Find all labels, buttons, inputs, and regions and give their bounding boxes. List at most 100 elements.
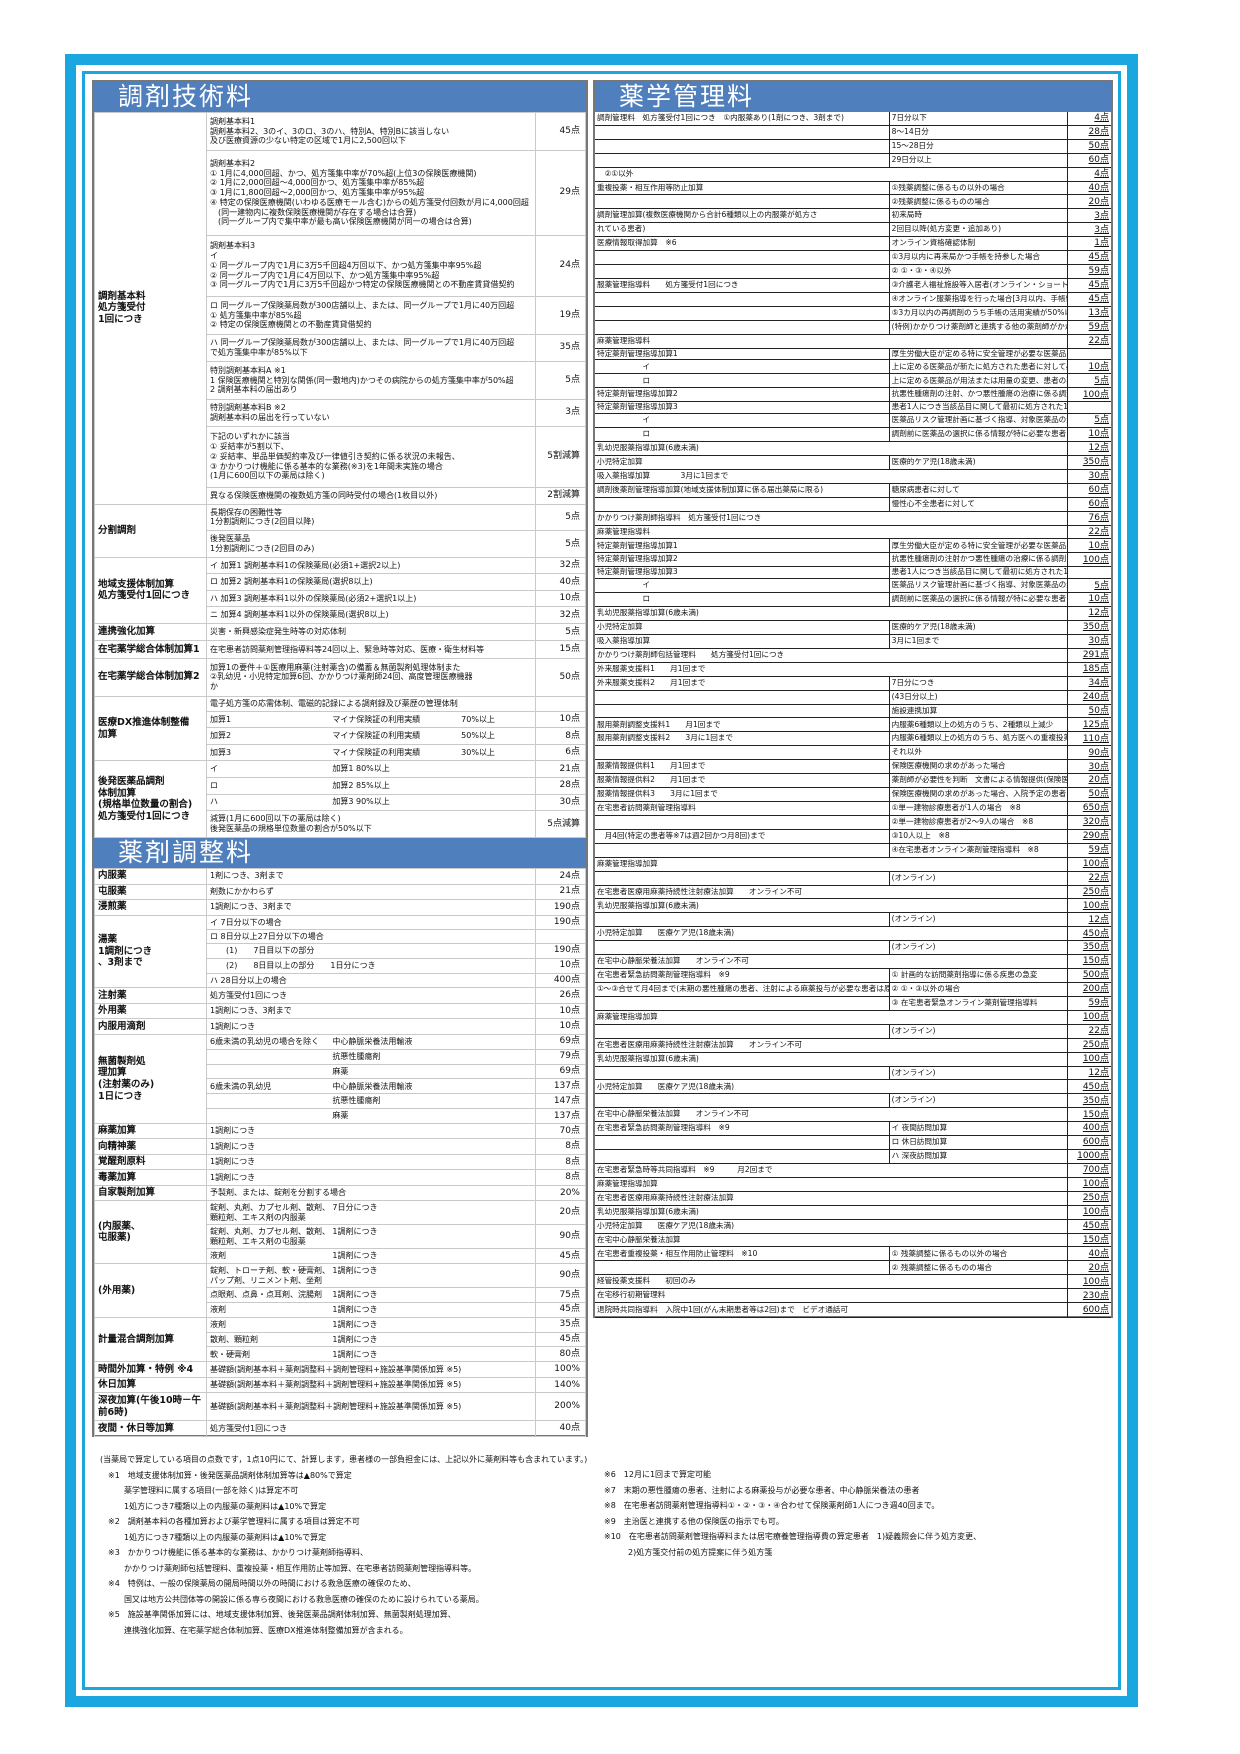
item-subcell: 1調剤につき xyxy=(332,1349,378,1359)
item-points: 450点 xyxy=(1066,1079,1111,1095)
item-description: 減算(1月に600回以下の薬局は除く) 後発医薬品の規格単位数量の割合が50%以… xyxy=(206,810,536,838)
item-condition: ロ 休日訪問加算 xyxy=(888,1135,1067,1151)
table-row: それ以外 90点 xyxy=(595,745,1111,761)
item-condition: 内服薬6種類以上の処方のうち、処方医への重複投薬等の解消提案を行った場合 重複投… xyxy=(888,731,1067,747)
item-subcell: マイナ保険証の利用実績 xyxy=(332,731,421,741)
item-points: 190点 xyxy=(535,899,586,916)
item-condition: 調剤前に医薬品の選択に係る情報が特に必要な患者に説明および指導を行った場合 ・長… xyxy=(888,592,1067,608)
item-points: 137点 xyxy=(535,1108,586,1124)
item-points: 185点 xyxy=(1066,662,1111,677)
item-points: 100% xyxy=(535,1361,586,1378)
table-row: 内服薬 1剤につき、3剤まで 24点 xyxy=(94,868,586,885)
item-description: 1調剤につき xyxy=(206,1154,536,1171)
table-row: (オンライン) 12点 xyxy=(595,912,1111,928)
item-points: 250点 xyxy=(1066,1191,1111,1206)
category-label: 無菌製剤処 理加算 (注射薬のみ) 1日につき xyxy=(94,1033,207,1124)
item-condition: 2回目以降(処方変更・追加あり) xyxy=(888,222,1067,238)
item-description: ハ 同一グループ保険薬局数が300店舗以上、または、同一グループで1月に40万回… xyxy=(206,334,536,362)
table-row: 外用薬 1調剤につき、3剤まで 10点 xyxy=(94,1002,586,1020)
item-points: 40点 xyxy=(535,1420,586,1437)
item-subcell: 軟・硬膏剤 xyxy=(210,1349,250,1359)
table-row: 点眼剤、点鼻・点耳剤、浣腸剤 1調剤につき 75点 xyxy=(95,1287,586,1303)
item-points: 45点 xyxy=(535,1301,586,1318)
table-row: 麻薬管理指導加算 100点 xyxy=(595,1177,1111,1192)
table-row: 注射薬 処方箋受付1回につき 26点 xyxy=(94,987,586,1004)
item-points: 32点 xyxy=(535,606,586,625)
item-condition: 内服薬6種類以上の処方のうち、2種類以上減少 xyxy=(888,717,1067,733)
item-points: 45点 xyxy=(1066,292,1111,307)
table-row: 調剤管理料 処方箋受付1回につき ①内服薬あり(1剤につき、3剤まで) 7日分以下… xyxy=(595,112,1111,126)
item-condition: 厚生労働大臣が定める特に安全管理が必要な医薬品 xyxy=(888,348,1067,361)
item-description: 抗悪性腫瘍剤 xyxy=(206,1093,536,1110)
item-points: 29点 xyxy=(535,150,586,236)
item-condition: ② ①・③・④以外 xyxy=(888,264,1067,279)
item-condition: (オンライン) xyxy=(888,871,1067,886)
item-description: 調剤基本料3 イ ① 同一グループ内で1月に3万5千回超4万回以下、かつ処方箋集… xyxy=(206,234,536,297)
item-points: 400点 xyxy=(1066,1121,1111,1137)
item-points: 150点 xyxy=(1066,1107,1111,1123)
table-row: 下記のいずれかに該当 ① 妥結率が5割以下、 ② 妥結率、単品単価契約率及び一律… xyxy=(95,425,586,488)
table-row: ② ①・③・④以外 59点 xyxy=(595,264,1111,279)
item-description: 電子処方箋の応需体制、電磁的記録による調剤録及び薬歴の管理体制 xyxy=(206,695,536,712)
item-points: 80点 xyxy=(535,1346,586,1363)
table-row: 在宅患者緊急時等共同指導料 ※9 月2回まで 700点 xyxy=(595,1163,1111,1178)
item-condition: 患者1人につき当該品目に関して最初に処方された1回に限り xyxy=(888,401,1067,415)
item-points: 150点 xyxy=(1066,1233,1111,1248)
table-row: 休日加算 基礎額(調剤基本料＋薬剤調整料＋調剤管理料+施設基準関係加算 ※5) 14… xyxy=(94,1376,586,1394)
table-row: 特定薬剤管理指導加算3患者1人につき当該品目に関して最初に処方された1回に限り xyxy=(595,401,1111,415)
footnotes-left: (当薬局で算定している項目の点数です，1点10円にて、計算します，患者様の一部負… xyxy=(100,1455,588,1635)
table-row: イ上に定める医薬品が新たに処方された患者に対して必要な指導を行った場合10点 xyxy=(595,359,1111,375)
item-points: 24点 xyxy=(535,868,586,885)
category-label: 調剤基本料 処方箋受付 1回につき xyxy=(94,112,207,505)
item-points: 45点 xyxy=(535,1248,586,1265)
table-row: 小児特定加算 医療ケア児(18歳未満) 450点 xyxy=(595,1219,1111,1234)
item-name: 在宅患者緊急訪問薬剤管理指導料 ※9 xyxy=(595,1121,890,1137)
item-points: 230点 xyxy=(1066,1288,1111,1304)
item-condition: ②残薬調整に係るものの場合 xyxy=(888,194,1067,210)
item-description: 加算1 マイナ保険証の利用実績 70%以上 xyxy=(206,710,536,729)
table-row: 調剤後薬剤管理指導加算(地域支援体制加算に係る届出薬局に限る) 糖尿病患者に対して… xyxy=(595,483,1111,498)
item-name: 麻薬管理指導加算 xyxy=(595,1177,1067,1192)
table-row: ④オンライン服薬指導を行った場合[3月以内、手帳情報提供あり)45点 xyxy=(595,292,1111,307)
item-points: 45点 xyxy=(535,111,586,152)
item-name: 在宅患者医療用麻薬持続性注射療法加算 xyxy=(595,1191,1067,1206)
category-label: 湯薬 1調剤につき 、3剤まで xyxy=(94,914,207,989)
table-row: (オンライン) 350点 xyxy=(595,1093,1111,1109)
item-name: れている患者) xyxy=(595,222,890,238)
item-description: ロ 加算2 85%以上 xyxy=(206,777,536,795)
table-row: ロ 同一グループ保険薬局数が300店舗以上、または、同一グループで1月に40万回… xyxy=(95,295,586,336)
item-subcell: 麻薬 xyxy=(332,1111,349,1121)
item-description: 1調剤につき、3剤まで xyxy=(206,899,536,916)
table-row: 乳幼児服薬指導加算(6歳未満) 100点 xyxy=(595,1205,1111,1220)
item-name: 在宅中心静脈栄養法加算 オンライン不可 xyxy=(595,954,1067,970)
item-points: 3点 xyxy=(535,399,586,427)
item-name: 在宅中心静脈栄養法加算 xyxy=(595,1233,1067,1248)
table-row: 深夜加算(午後10時－午前6時) 基礎額(調剤基本料＋薬剤調整料＋調剤管理料+施設… xyxy=(94,1392,586,1422)
item-points: 320点 xyxy=(1066,815,1111,830)
footnotes-right: ※6 12月に1回まで算定可能 ※7 末期の悪性腫瘍の患者、注射による麻薬投与が… xyxy=(604,1470,982,1557)
item-points: 291点 xyxy=(1066,648,1111,663)
item-points: 8点 xyxy=(535,1154,586,1171)
item-description: ハ 加算3 90%以上 xyxy=(206,793,536,812)
item-subcell: 液剤 xyxy=(210,1304,226,1314)
table-row: かかりつけ薬剤師包括管理料 処方箋受付1回につき 291点 xyxy=(595,648,1111,663)
item-points: 8点 xyxy=(535,727,586,745)
item-condition: 薬剤師が必要性を判断 文書による情報提供(保険医療機関、リフィル処方箋の調剤後、… xyxy=(888,773,1067,789)
item-description: 1調剤につき xyxy=(206,1123,536,1140)
item-name: 特定薬剤管理指導加算2 xyxy=(595,552,890,568)
table-row: 麻薬 69点 xyxy=(95,1063,586,1080)
item-points: 250点 xyxy=(1066,885,1111,900)
item-points: 100点 xyxy=(1066,1010,1111,1025)
table-row: 在宅患者医療用麻薬持続性注射療法加算 250点 xyxy=(595,1191,1111,1206)
item-name: 乳幼児服薬指導加算(6歳未満) xyxy=(595,606,1067,621)
item-name: ①～③合せて月4回まで(末期の悪性腫瘍の患者、注射による麻薬投与が必要な患者は原… xyxy=(595,982,890,997)
item-name xyxy=(595,153,890,168)
item-points: 50点 xyxy=(535,657,586,697)
item-description: 錠剤、丸剤、カプセル剤、散剤、顆粒剤、エキス剤の内服薬7日分につき xyxy=(206,1200,536,1226)
item-points xyxy=(535,929,586,944)
item-points: 400点 xyxy=(535,972,586,989)
item-name: 乳幼児服薬指導加算(6歳未満) xyxy=(595,1052,1067,1067)
item-description: ロ 同一グループ保険薬局数が300店舗以上、または、同一グループで1月に40万回… xyxy=(206,295,536,336)
table-row: (オンライン) 22点 xyxy=(595,871,1111,886)
